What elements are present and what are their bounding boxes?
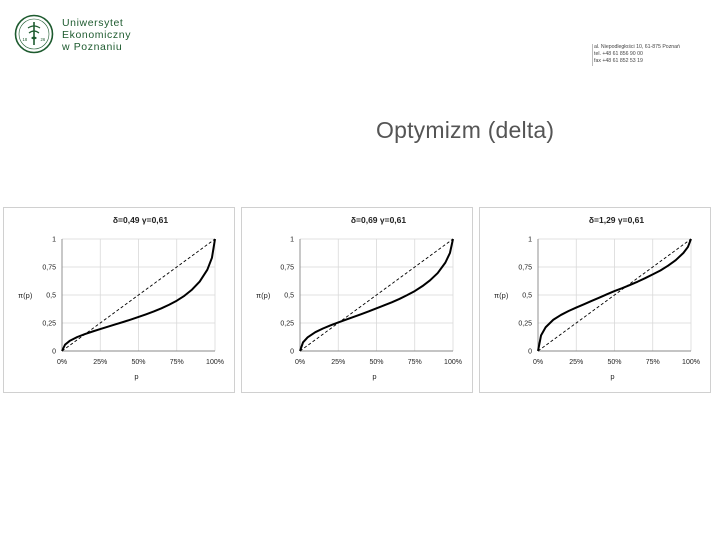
reference-diagonal-line — [299, 238, 454, 352]
y-tick-label: 0,25 — [280, 321, 294, 328]
x-tick-label: 0% — [295, 359, 305, 366]
weighting-function-line — [299, 238, 454, 352]
y-axis-label: π(p) — [256, 291, 271, 300]
x-tick-label: 75% — [646, 359, 660, 366]
x-tick-label: 100% — [682, 359, 700, 366]
chart-1: 0% 25% 50% 75% 100% 0 0,25 0,5 0,75 1 δ=0,49 γ=0,6… — [18, 215, 224, 381]
weighting-function-line — [61, 238, 216, 352]
x-axis-label: p — [134, 372, 138, 381]
y-tick-label: 0,5 — [522, 293, 532, 300]
university-name: Uniwersytet Ekonomiczny w Poznaniu — [62, 17, 131, 53]
chart-title: δ=1,29 γ=0,61 — [589, 215, 645, 225]
y-tick-label: 0,5 — [284, 293, 294, 300]
seal-year-right: 26 — [41, 37, 46, 42]
y-tick-label: 1 — [528, 237, 532, 244]
reference-diagonal-line — [61, 238, 216, 352]
x-tick-label: 0% — [533, 359, 543, 366]
x-tick-label: 25% — [569, 359, 583, 366]
y-tick-label: 0,75 — [42, 265, 56, 272]
y-tick-label: 1 — [52, 237, 56, 244]
weighting-function-line — [537, 238, 692, 352]
seal-year-left: 18 — [23, 37, 28, 42]
x-tick-label: 100% — [206, 359, 224, 366]
chart-panel-1: 0% 25% 50% 75% 100% 0 0,25 0,5 0,75 1 δ=0,49 γ=0,6… — [3, 207, 235, 393]
x-tick-label: 75% — [408, 359, 422, 366]
slide-title: Optymizm (delta) — [376, 117, 555, 143]
x-tick-label: 0% — [57, 359, 67, 366]
x-tick-label: 25% — [331, 359, 345, 366]
y-tick-label: 0,25 — [518, 321, 532, 328]
chart-title: δ=0,69 γ=0,61 — [351, 215, 407, 225]
address-line-3: fax +48 61 852 53 19 — [594, 58, 643, 64]
y-tick-label: 0,75 — [280, 265, 294, 272]
y-tick-label: 0 — [52, 349, 56, 356]
y-axis-label: π(p) — [494, 291, 509, 300]
x-tick-label: 100% — [444, 359, 462, 366]
logo-line-2: Ekonomiczny — [62, 29, 132, 41]
reference-diagonal-line — [537, 238, 692, 352]
x-tick-label: 25% — [93, 359, 107, 366]
y-tick-label: 1 — [290, 237, 294, 244]
y-axis-label: π(p) — [18, 291, 33, 300]
x-tick-label: 75% — [170, 359, 184, 366]
x-tick-label: 50% — [607, 359, 621, 366]
x-axis-label: p — [372, 372, 376, 381]
logo-line-1: Uniwersytet — [62, 17, 124, 29]
y-tick-label: 0,25 — [42, 321, 56, 328]
header-divider — [592, 44, 593, 66]
chart-panel-3: 0% 25% 50% 75% 100% 0 0,25 0,5 0,75 1 δ=1,29 γ=0,6… — [479, 207, 711, 393]
contact-address: al. Niepodległości 10, 61-875 Poznań tel… — [594, 44, 680, 65]
university-logo: 18 26 Uniwersytet Ekonomiczny w Poznaniu — [14, 14, 131, 54]
logo-line-3: w Poznaniu — [62, 41, 123, 53]
x-tick-label: 50% — [369, 359, 383, 366]
address-line-2: tel. +48 61 856 90 00 — [594, 51, 643, 57]
y-tick-label: 0,75 — [518, 265, 532, 272]
chart-3: 0% 25% 50% 75% 100% 0 0,25 0,5 0,75 1 δ=1,29 γ=0,6… — [494, 215, 700, 381]
university-seal-icon: 18 26 — [14, 14, 54, 54]
address-line-1: al. Niepodległości 10, 61-875 Poznań — [594, 44, 680, 50]
x-axis-label: p — [610, 372, 614, 381]
y-tick-label: 0 — [528, 349, 532, 356]
chart-2: 0% 25% 50% 75% 100% 0 0,25 0,5 0,75 1 δ=0,69 γ=0,6… — [256, 215, 462, 381]
x-tick-label: 50% — [131, 359, 145, 366]
chart-panel-2: 0% 25% 50% 75% 100% 0 0,25 0,5 0,75 1 δ=0,69 γ=0,6… — [241, 207, 473, 393]
y-tick-label: 0,5 — [46, 293, 56, 300]
y-tick-label: 0 — [290, 349, 294, 356]
chart-title: δ=0,49 γ=0,61 — [113, 215, 169, 225]
